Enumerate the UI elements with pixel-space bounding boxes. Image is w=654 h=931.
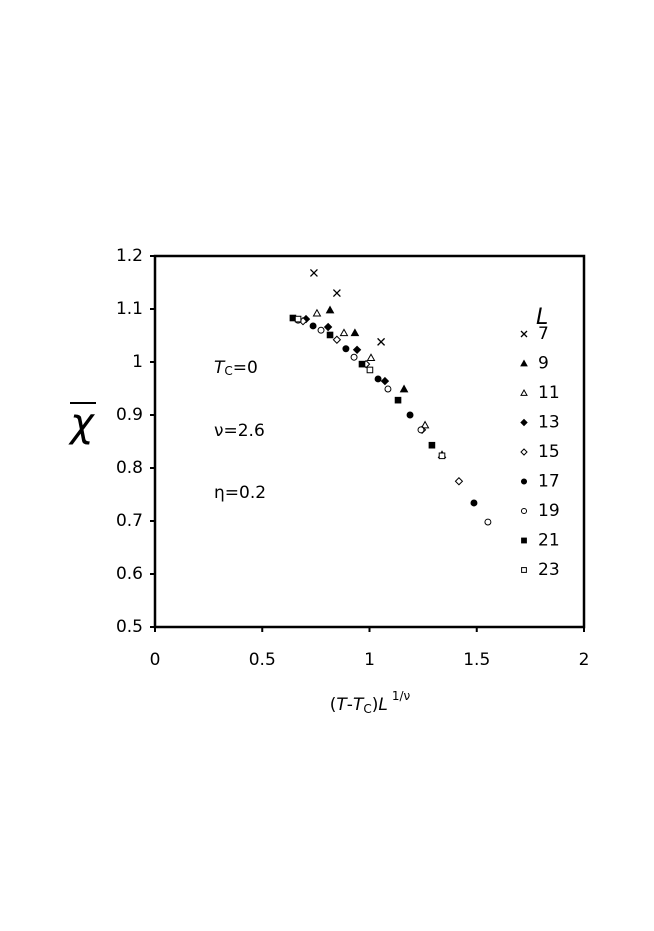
point xyxy=(352,345,362,355)
point xyxy=(406,411,414,419)
x-label-part: L xyxy=(378,695,387,715)
y-tick-label: 0.7 xyxy=(116,511,143,531)
y-tick-label: 1.1 xyxy=(116,299,143,319)
point xyxy=(312,308,322,317)
point xyxy=(417,426,425,434)
y-tick-label: 1.2 xyxy=(116,246,143,266)
x-axis-label: (T-TC)L 1/ν xyxy=(330,689,411,716)
point xyxy=(399,384,409,393)
legend-marker xyxy=(520,448,528,456)
x-tick-label: 0.5 xyxy=(249,650,276,670)
legend-label: 13 xyxy=(538,413,560,433)
point xyxy=(420,420,430,429)
y-tick-label: 0.9 xyxy=(116,405,143,425)
annotation: TC=0 xyxy=(214,358,258,378)
point xyxy=(294,315,302,323)
point xyxy=(394,396,402,404)
point xyxy=(470,499,478,507)
legend-marker xyxy=(520,359,528,367)
x-label-part: T xyxy=(336,695,348,715)
legend-label: 23 xyxy=(538,560,560,580)
legend-marker xyxy=(520,330,528,338)
legend-marker xyxy=(521,567,527,573)
x-label-part: T xyxy=(353,695,365,715)
legend-label: 11 xyxy=(538,383,560,403)
point xyxy=(428,441,436,449)
point xyxy=(332,289,341,298)
point xyxy=(325,305,335,314)
point xyxy=(374,375,382,383)
point xyxy=(358,360,366,368)
annotation: η=0.2 xyxy=(214,483,266,503)
legend-label: 19 xyxy=(538,501,560,521)
x-tick-label: 2 xyxy=(579,650,590,670)
x-tick-label: 0 xyxy=(150,650,161,670)
x-label-part: - xyxy=(347,695,353,715)
point xyxy=(366,353,376,362)
point xyxy=(326,331,334,339)
point xyxy=(377,337,386,346)
point xyxy=(484,518,492,526)
legend-marker xyxy=(520,418,528,427)
y-tick-label: 0.5 xyxy=(116,617,143,637)
x-label-part: ) xyxy=(372,695,379,715)
x-label-part: ( xyxy=(330,695,337,715)
point xyxy=(309,322,317,330)
legend-marker xyxy=(520,478,528,485)
point xyxy=(438,452,446,460)
legend-label: 15 xyxy=(538,442,560,462)
y-tick-label: 0.8 xyxy=(116,458,143,478)
x-tick-label: 1.5 xyxy=(463,650,490,670)
legend-label: 21 xyxy=(538,531,560,551)
point xyxy=(339,328,349,337)
point xyxy=(317,326,325,334)
x-label-part: 1/ν xyxy=(392,689,411,703)
y-axis-label: χ xyxy=(68,400,95,446)
point xyxy=(342,345,350,353)
point xyxy=(380,376,390,386)
annotation: ν=2.6 xyxy=(214,421,265,441)
point xyxy=(309,269,318,277)
annotation-part: =0 xyxy=(233,358,258,378)
point xyxy=(366,366,374,374)
plot-frame xyxy=(153,254,586,629)
point xyxy=(323,322,333,332)
x-label-part: C xyxy=(363,702,371,716)
legend-label: 7 xyxy=(538,324,549,344)
annotation-part: C xyxy=(224,364,232,378)
x-tick-label: 1 xyxy=(364,650,375,670)
point xyxy=(454,477,464,486)
legend-title: L xyxy=(536,305,548,330)
legend-label: 17 xyxy=(538,472,560,492)
point xyxy=(350,353,358,361)
point xyxy=(384,385,392,393)
y-tick-label: 1 xyxy=(132,352,143,372)
point xyxy=(332,335,342,344)
legend-label: 9 xyxy=(538,354,549,374)
annotation-part: T xyxy=(214,358,226,378)
point xyxy=(350,328,360,337)
legend-marker xyxy=(520,388,528,396)
legend-marker xyxy=(521,537,527,544)
y-tick-label: 0.6 xyxy=(116,564,143,584)
legend-marker xyxy=(520,507,528,515)
